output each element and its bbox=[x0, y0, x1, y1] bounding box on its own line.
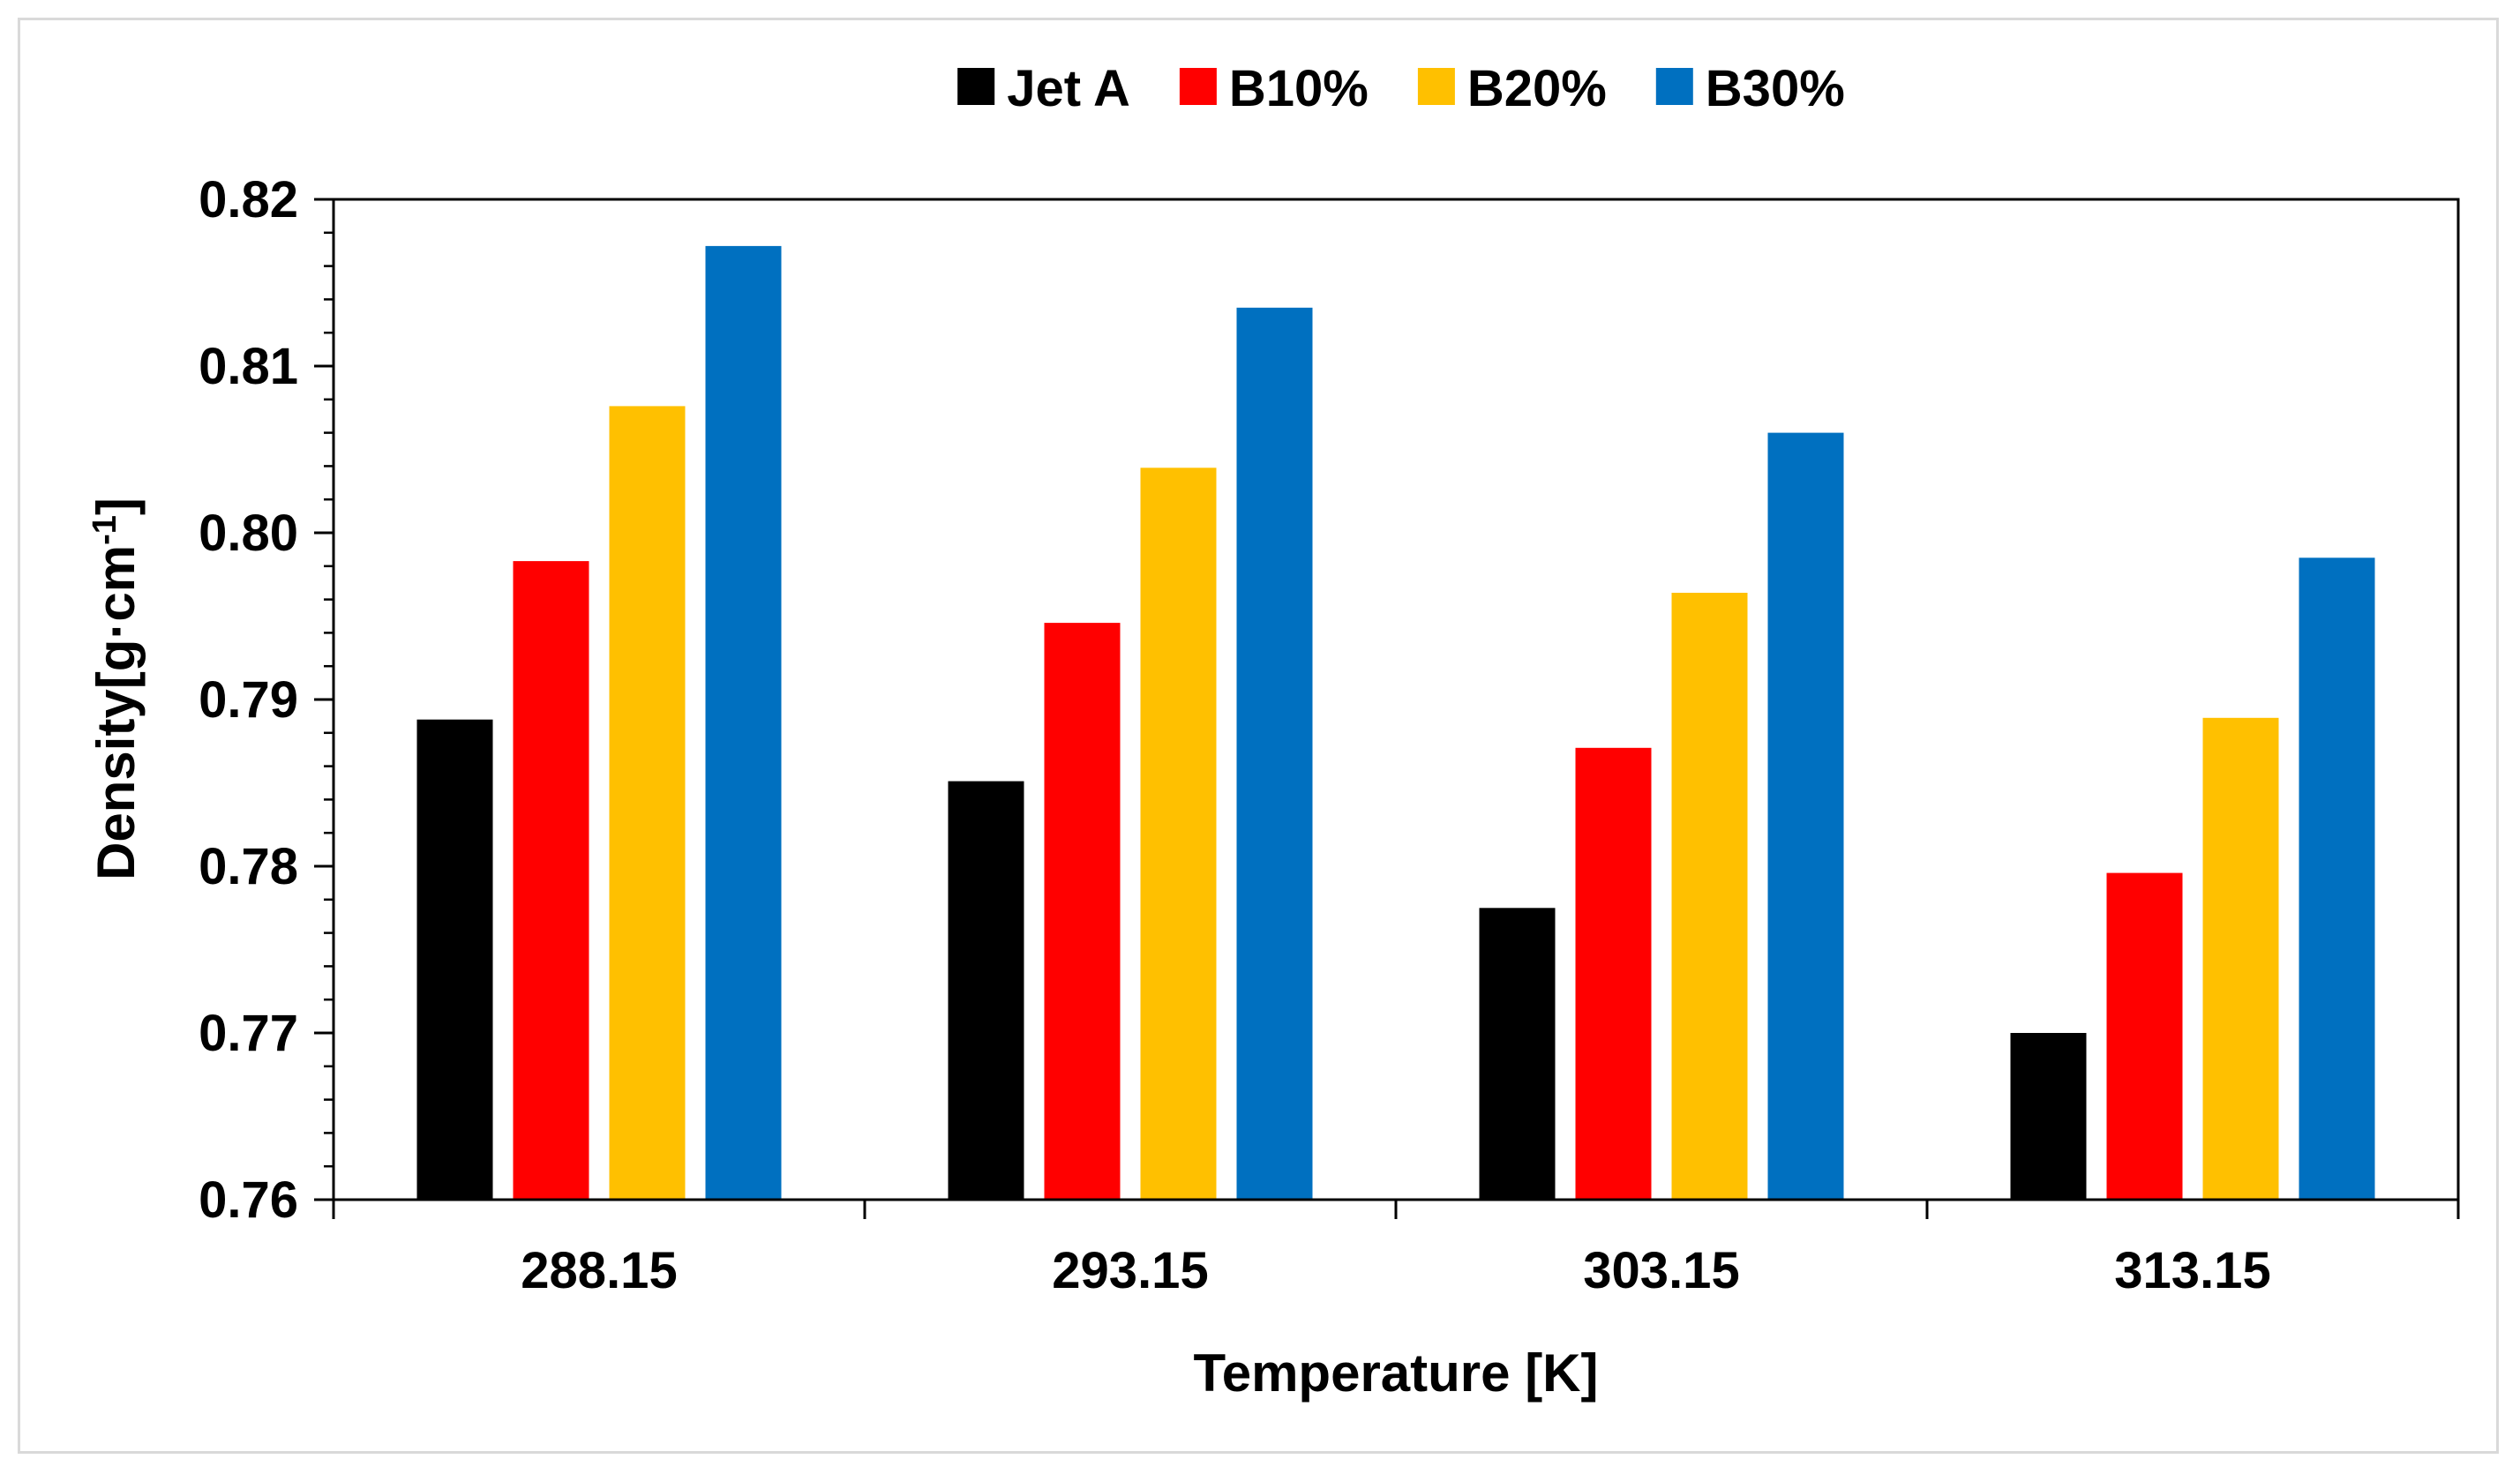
x-tick-label: 313.15 bbox=[2114, 1242, 2270, 1299]
legend-label: B10% bbox=[1229, 60, 1369, 117]
x-axis-ticks: 288.15 293.15 303.15 313.15 bbox=[332, 1200, 2460, 1299]
bar-jeta-293-15 bbox=[948, 781, 1024, 1200]
figure-frame bbox=[18, 18, 2499, 1454]
bar-b10-303-15 bbox=[1575, 747, 1652, 1200]
legend-item-jeta: Jet A bbox=[957, 60, 1130, 117]
bar-b30-303-15 bbox=[1767, 432, 1844, 1201]
y-tick-label: 0.79 bbox=[199, 671, 298, 729]
bar-jeta-303-15 bbox=[1479, 908, 1556, 1200]
y-axis-ticks: 0.76 0.77 0.78 0.79 0.80 0.81 0.82 bbox=[199, 171, 334, 1229]
bar-jeta-288-15 bbox=[416, 719, 493, 1200]
bar-b30-313-15 bbox=[2299, 557, 2375, 1200]
y-axis-title-superscript: -1 bbox=[86, 515, 124, 545]
legend-item-b20: B20% bbox=[1417, 60, 1607, 117]
bars bbox=[416, 245, 2375, 1201]
y-axis-title-main: Density[g·cm bbox=[86, 545, 146, 880]
y-tick-label: 0.78 bbox=[199, 838, 298, 895]
x-tick-label: 303.15 bbox=[1583, 1242, 1739, 1299]
bar-b10-313-15 bbox=[2106, 872, 2183, 1200]
bar-b10-288-15 bbox=[513, 561, 589, 1200]
legend-swatch bbox=[1655, 68, 1693, 105]
y-tick-label: 0.77 bbox=[199, 1005, 298, 1062]
y-axis-title: Density[g·cm-1] bbox=[86, 498, 146, 880]
bar-b10-293-15 bbox=[1044, 623, 1121, 1200]
bar-jeta-313-15 bbox=[2010, 1033, 2087, 1200]
y-tick-label: 0.82 bbox=[199, 171, 298, 228]
legend-item-b10: B10% bbox=[1179, 60, 1369, 117]
bar-b30-288-15 bbox=[705, 245, 782, 1200]
bar-b20-293-15 bbox=[1140, 468, 1217, 1200]
bar-b30-293-15 bbox=[1236, 307, 1313, 1200]
bar-b20-303-15 bbox=[1671, 593, 1748, 1200]
legend-swatch bbox=[1417, 68, 1455, 105]
legend-label: B30% bbox=[1706, 60, 1845, 117]
y-tick-label: 0.81 bbox=[199, 338, 298, 395]
x-tick-label: 293.15 bbox=[1052, 1242, 1208, 1299]
y-axis-title-close: ] bbox=[86, 498, 146, 515]
bar-b20-288-15 bbox=[609, 406, 686, 1200]
bar-b20-313-15 bbox=[2202, 717, 2279, 1200]
legend-item-b30: B30% bbox=[1655, 60, 1845, 117]
x-axis-title: Temperature [K] bbox=[1194, 1343, 1599, 1403]
legend-swatch bbox=[1179, 68, 1217, 105]
legend: Jet A B10% B20% B30% bbox=[957, 60, 1845, 117]
legend-swatch bbox=[957, 68, 995, 105]
legend-label: Jet A bbox=[1007, 60, 1130, 117]
legend-label: B20% bbox=[1467, 60, 1607, 117]
y-tick-label: 0.76 bbox=[199, 1171, 298, 1229]
x-tick-label: 288.15 bbox=[521, 1242, 677, 1299]
y-tick-label: 0.80 bbox=[199, 505, 298, 562]
